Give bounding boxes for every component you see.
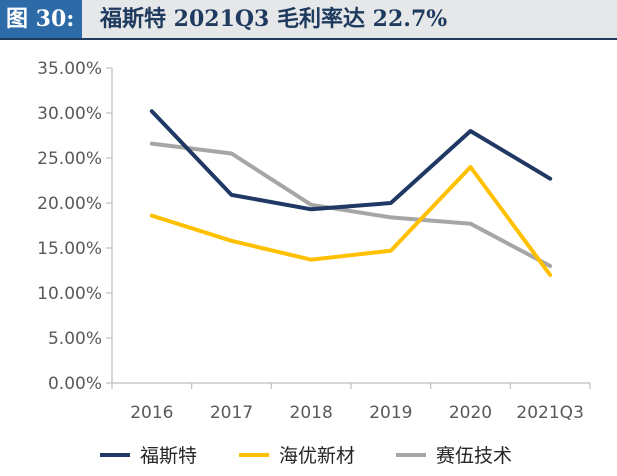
x-tick-label: 2020: [449, 403, 492, 423]
y-tick-label: 25.00%: [37, 149, 102, 169]
figure-number: 图 30:: [0, 0, 83, 38]
y-tick-label: 10.00%: [37, 284, 102, 304]
legend-label: 海优新材: [279, 445, 355, 467]
x-axis-ticks: 2016 2017 2018 2019 2020 2021Q3: [111, 383, 591, 423]
x-tick-label: 2016: [130, 403, 173, 423]
y-tick-label: 30.00%: [37, 104, 102, 124]
x-tick-label: 2021Q3: [516, 403, 583, 423]
figure-header: 图 30: 福斯特 2021Q3 毛利率达 22.7%: [0, 0, 617, 40]
chart-legend: 福斯特 海优新材 赛伍技术: [100, 445, 512, 467]
y-tick-label: 0.00%: [48, 374, 102, 394]
y-axis-ticks: 0.00% 5.00% 10.00% 15.00% 20.00% 25.00% 30.00%…: [37, 59, 112, 394]
series-line-3: [149, 141, 553, 268]
y-tick-label: 35.00%: [37, 59, 102, 79]
x-tick-label: 2018: [290, 403, 333, 423]
x-tick-label: 2019: [369, 403, 412, 423]
figure-title: 福斯特 2021Q3 毛利率达 22.7%: [100, 6, 448, 32]
x-tick-label: 2017: [210, 403, 253, 423]
y-tick-label: 20.00%: [37, 194, 102, 214]
legend-label: 福斯特: [140, 445, 197, 467]
series-line-1: [149, 109, 553, 212]
series-line-2: [149, 165, 553, 277]
series-lines: [149, 109, 553, 277]
y-tick-label: 5.00%: [48, 329, 102, 349]
y-tick-label: 15.00%: [37, 239, 102, 259]
legend-label: 赛伍技术: [436, 445, 512, 467]
